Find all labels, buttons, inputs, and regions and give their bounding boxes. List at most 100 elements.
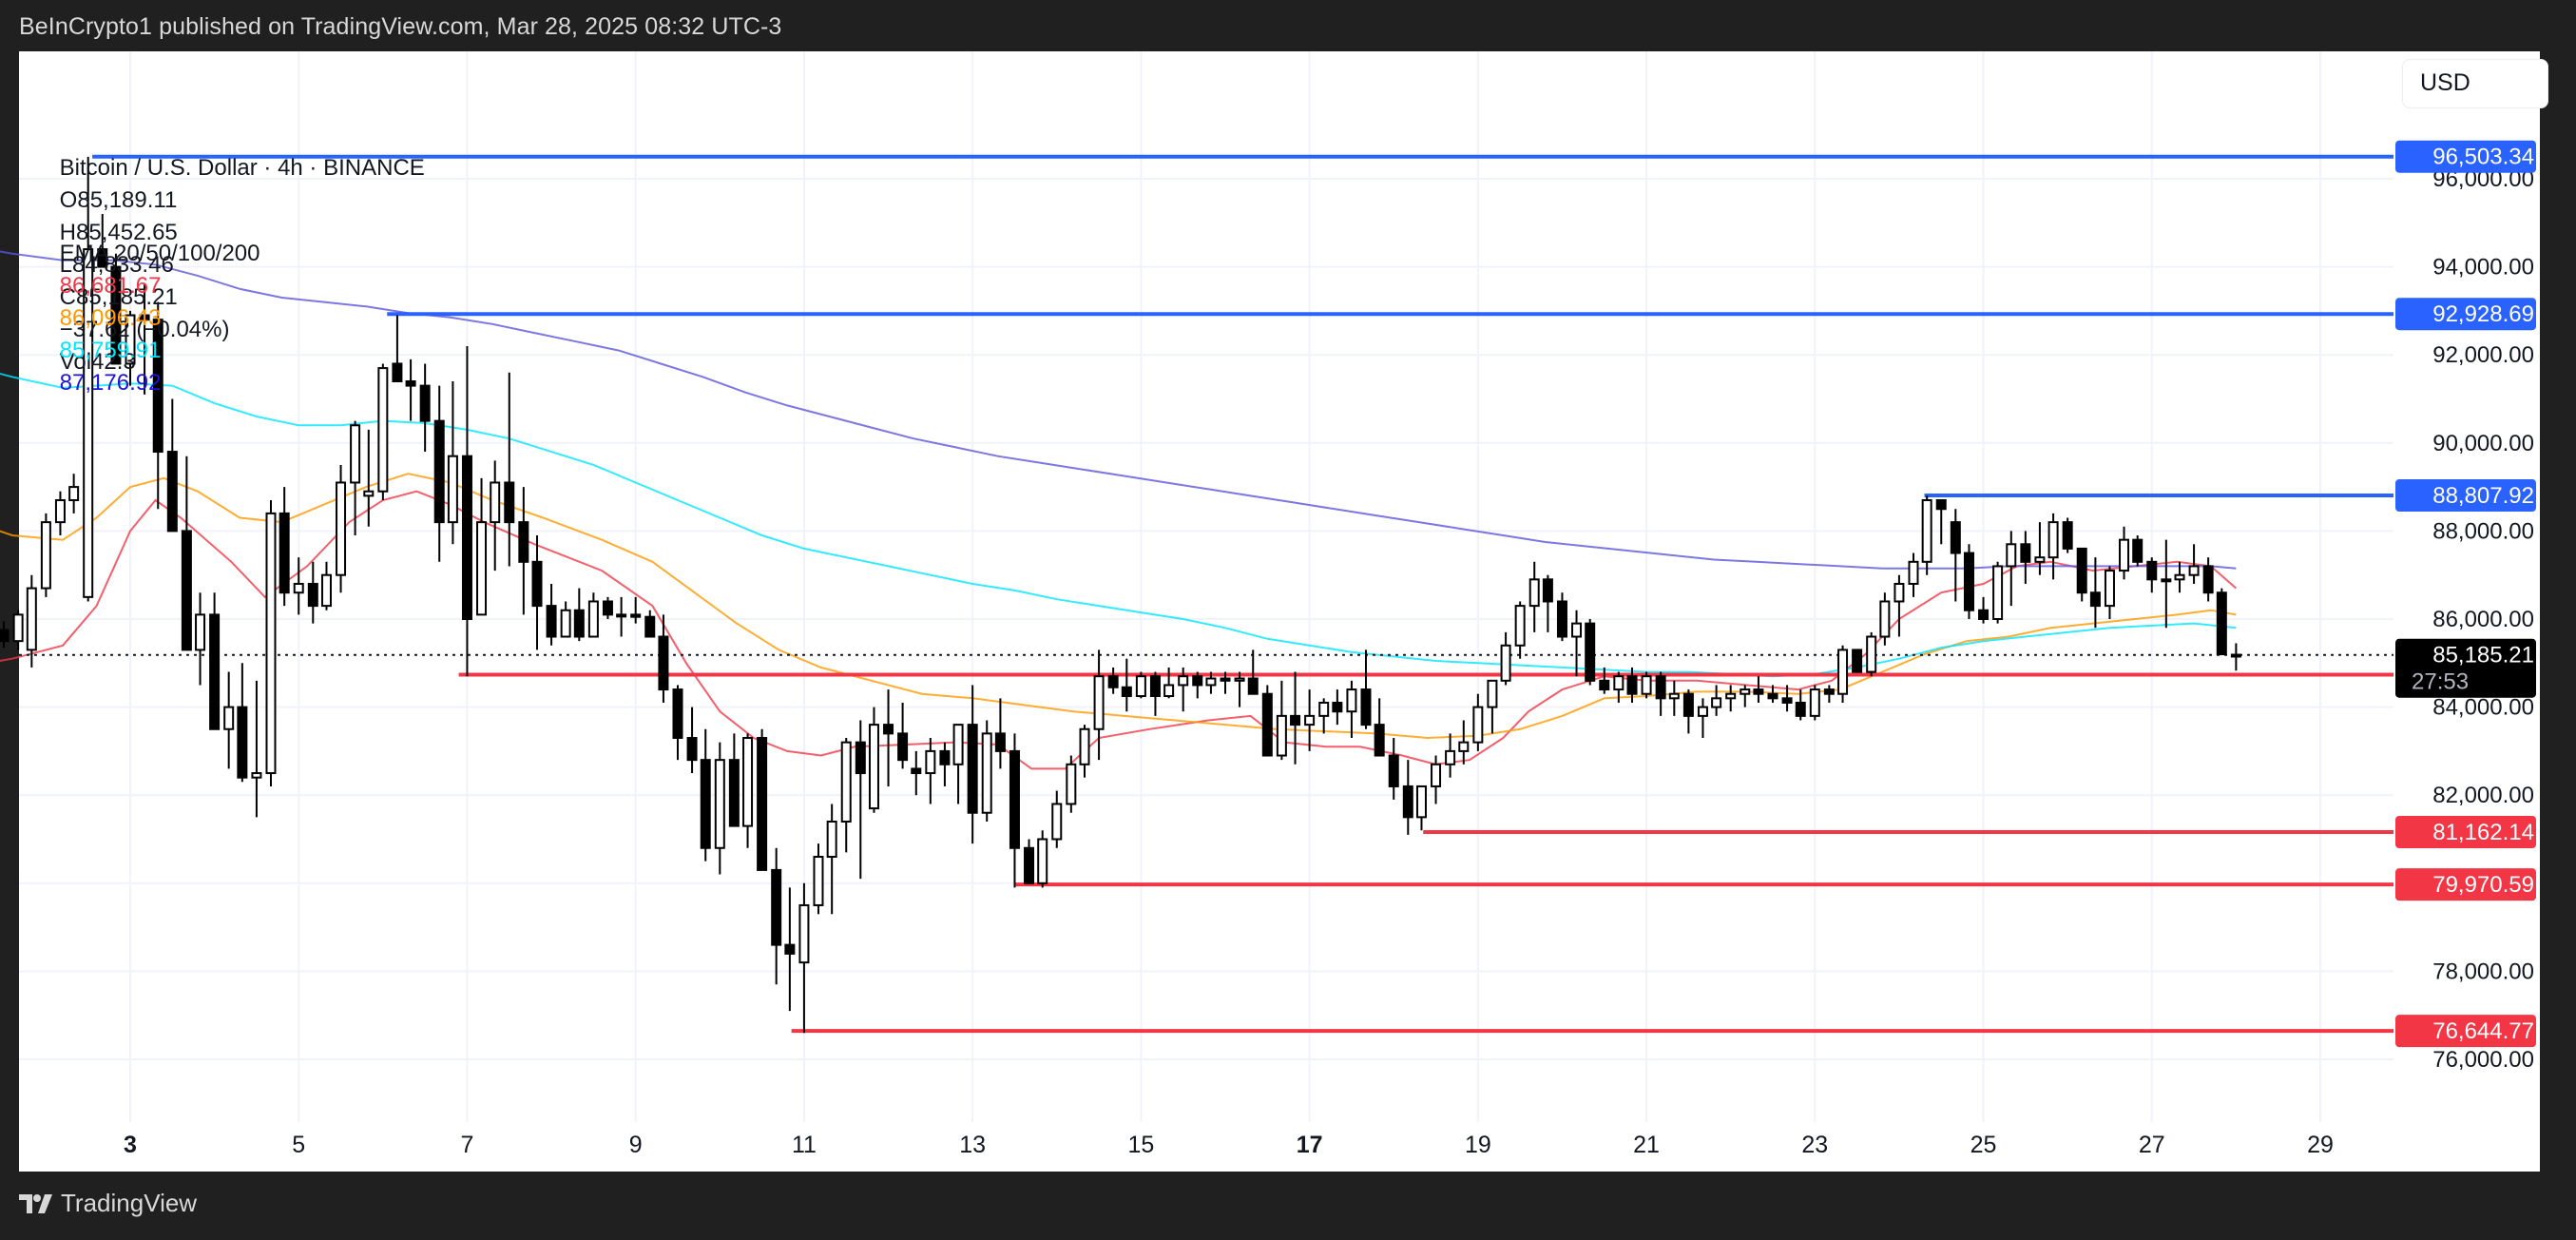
currency-button[interactable]: USD xyxy=(2402,59,2548,108)
candle xyxy=(1894,582,1905,603)
resistance-price-tag: 92,928.69 xyxy=(2395,298,2536,331)
candle xyxy=(1668,692,1680,700)
candle xyxy=(0,629,10,643)
candle xyxy=(320,573,332,608)
candle xyxy=(476,521,488,616)
brand-name: TradingView xyxy=(61,1189,198,1217)
price-tick-label: 84,000.00 xyxy=(2432,695,2534,721)
date-tick-label: 9 xyxy=(629,1132,643,1158)
candle xyxy=(981,732,992,814)
candle xyxy=(868,724,879,810)
candle xyxy=(1935,498,1947,511)
candle xyxy=(68,486,80,501)
low-value: L84,833.46 xyxy=(59,252,174,278)
candle xyxy=(251,772,262,779)
candle xyxy=(771,868,782,946)
candle xyxy=(1024,846,1035,884)
candle xyxy=(1415,785,1427,819)
candle xyxy=(616,613,627,618)
candle xyxy=(784,943,796,955)
candle xyxy=(1261,692,1273,757)
candle xyxy=(1009,749,1020,849)
price-tick-label: 92,000.00 xyxy=(2432,342,2534,368)
ema100-value: 85,759.91 xyxy=(59,338,162,363)
candle xyxy=(1682,692,1694,717)
candle xyxy=(1388,754,1399,787)
date-tick-label: 3 xyxy=(124,1132,137,1158)
date-tick-label: 19 xyxy=(1465,1132,1491,1158)
price-tick-label: 78,000.00 xyxy=(2432,959,2534,984)
candle xyxy=(1908,560,1919,585)
candle xyxy=(1823,688,1835,695)
candle xyxy=(223,706,235,730)
svg-text:88,807.92: 88,807.92 xyxy=(2432,483,2534,509)
candle xyxy=(2119,538,2130,572)
candle xyxy=(377,367,389,493)
candle xyxy=(1149,675,1161,698)
time-axis[interactable]: 3 5 7 9 11 13 15 17 19 21 23 25 27 29 xyxy=(124,1132,2334,1158)
candle xyxy=(1079,727,1090,765)
candle xyxy=(1205,677,1217,687)
candle xyxy=(1487,679,1498,708)
candle xyxy=(939,749,951,765)
price-axis[interactable]: 76,000.0078,000.0080,000.0082,000.0084,0… xyxy=(2395,140,2536,1073)
candle xyxy=(1500,644,1511,682)
candle xyxy=(1740,688,1751,695)
candle xyxy=(12,613,24,643)
candle xyxy=(587,600,599,638)
resistance-price-tag: 88,807.92 xyxy=(2395,478,2536,512)
candle xyxy=(1247,677,1259,695)
candle xyxy=(54,498,66,524)
candle xyxy=(2006,543,2017,568)
candle xyxy=(1571,622,1583,638)
price-tick-label: 76,000.00 xyxy=(2432,1047,2534,1073)
candle xyxy=(1697,706,1708,717)
published-caption: BeInCrypto1 published on TradingView.com… xyxy=(19,13,782,40)
footer-brand[interactable]: TradingView xyxy=(19,1189,197,1218)
candle xyxy=(2132,538,2143,563)
candle xyxy=(2230,653,2241,658)
candle xyxy=(658,635,669,691)
plot-area xyxy=(0,51,2393,1122)
candle xyxy=(265,512,277,775)
candle xyxy=(2062,521,2073,550)
date-tick-label: 27 xyxy=(2139,1132,2165,1158)
chart-frame xyxy=(19,51,2540,1172)
ema-label[interactable]: EMA 20/50/100/200 xyxy=(59,241,260,266)
date-tick-label: 25 xyxy=(1970,1132,1997,1158)
candle xyxy=(2216,591,2227,656)
candle xyxy=(1332,701,1343,713)
candle xyxy=(1852,649,1863,673)
candle xyxy=(1402,785,1413,819)
symbol-title[interactable]: Bitcoin / U.S. Dollar · 4h · BINANCE xyxy=(59,155,425,181)
date-tick-label: 17 xyxy=(1297,1132,1323,1158)
candle xyxy=(994,732,1006,752)
candle xyxy=(1220,677,1231,682)
candle xyxy=(1542,578,1553,603)
ema-50-line xyxy=(0,473,2237,740)
date-tick-label: 23 xyxy=(1801,1132,1828,1158)
svg-text:79,970.59: 79,970.59 xyxy=(2432,872,2534,898)
candle xyxy=(504,481,515,524)
candle xyxy=(644,615,656,638)
candle xyxy=(1921,498,1932,563)
candle xyxy=(1192,675,1203,687)
candle xyxy=(363,490,375,497)
candle xyxy=(757,737,768,871)
ema-200-line xyxy=(0,250,2237,570)
candle xyxy=(2104,570,2115,608)
candle xyxy=(925,749,936,775)
candle xyxy=(392,362,403,382)
ema200-value: 87,176.92 xyxy=(59,370,162,396)
candle xyxy=(1879,600,1891,638)
candle xyxy=(1318,701,1330,717)
candle xyxy=(714,759,725,849)
candle xyxy=(546,605,557,638)
candle xyxy=(447,455,458,524)
candle xyxy=(518,521,529,563)
candle xyxy=(1866,635,1877,673)
candle xyxy=(1837,649,1849,695)
svg-text:92,928.69: 92,928.69 xyxy=(2432,301,2534,327)
candle xyxy=(573,609,585,638)
